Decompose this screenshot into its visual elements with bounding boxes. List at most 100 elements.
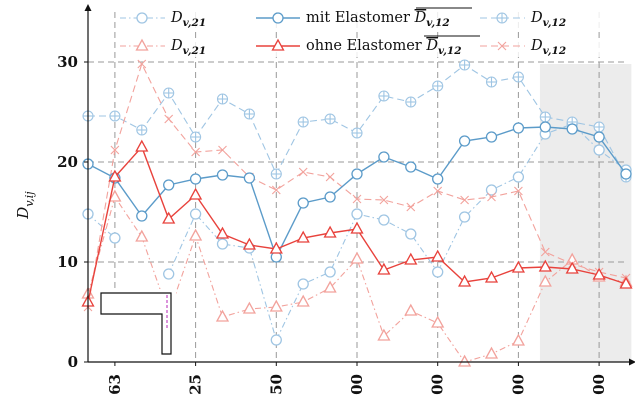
data-point [459, 59, 471, 71]
data-point [351, 208, 363, 220]
data-point [269, 299, 283, 312]
data-point [136, 124, 148, 136]
data-point [432, 266, 444, 278]
shaded-area [539, 64, 632, 362]
legend: Dv,21 mit Elastomer Dv,12 Dv,12 Dv,21 ohne E… [116, 7, 610, 57]
data-point [378, 151, 390, 163]
shaded-region [539, 64, 632, 362]
data-point [216, 238, 229, 250]
data-point [136, 210, 148, 222]
data-point [190, 131, 202, 143]
data-point [432, 173, 444, 185]
y-tick-label: 0 [68, 353, 78, 371]
data-point [431, 249, 445, 262]
data-point [325, 172, 335, 182]
data-point [485, 184, 498, 196]
data-point [324, 113, 336, 125]
data-point [460, 195, 469, 205]
data-point [405, 96, 417, 108]
data-point [433, 186, 443, 196]
legend-label-left: Dv,21 [170, 38, 206, 57]
data-point [405, 228, 417, 240]
data-point [298, 167, 308, 177]
data-point [565, 261, 579, 274]
data-point [350, 221, 364, 234]
data-point [109, 232, 121, 244]
data-point [404, 252, 418, 265]
data-point [404, 303, 418, 316]
data-point [377, 262, 391, 275]
data-point [270, 168, 282, 180]
data-point [539, 121, 551, 133]
legend-label-right: Dv,12 [530, 10, 566, 29]
data-point [215, 226, 230, 239]
data-point [215, 309, 230, 322]
y-tick-label: 10 [57, 253, 78, 271]
data-point [351, 168, 363, 180]
data-point [297, 197, 309, 209]
data-point [485, 76, 498, 88]
data-point [619, 276, 633, 289]
x-tick-label: 00 [509, 374, 527, 395]
data-point [538, 259, 552, 272]
legend-row-ohne: Dv,21 ohne Elastomer Dv,12 Dv,12 [116, 35, 610, 57]
data-point [484, 270, 499, 283]
data-point [270, 334, 282, 346]
data-point [135, 229, 149, 242]
data-point [405, 161, 417, 173]
data-point [511, 260, 525, 273]
data-point [137, 59, 147, 69]
data-point [487, 192, 496, 202]
data-point [458, 211, 471, 223]
data-point [296, 294, 310, 307]
data-point [352, 194, 362, 204]
data-point [323, 280, 337, 293]
data-point [458, 274, 472, 287]
data-point [163, 268, 175, 280]
data-point [512, 122, 525, 134]
data-point [377, 328, 391, 341]
data-point [539, 111, 551, 123]
data-point [271, 185, 281, 195]
data-point [297, 278, 309, 290]
x-tick-label: 63 [106, 374, 124, 395]
legend-bg [116, 11, 610, 29]
data-point [620, 168, 632, 180]
data-point [243, 172, 256, 184]
series-blue_d12 [82, 59, 632, 183]
data-point [512, 171, 525, 183]
tick-labels: 0 10 20 30 63 25 50 00 00 00 00 [57, 53, 608, 395]
data-point [162, 211, 176, 224]
legend-label-middle: ohne Elastomer Dv,12 [306, 38, 462, 57]
legend-marker [496, 12, 508, 24]
legend-marker [272, 12, 284, 24]
legend-bg [116, 39, 610, 57]
data-point [189, 187, 203, 200]
legend-marker [271, 38, 285, 51]
data-point [378, 214, 390, 226]
data-point [592, 267, 606, 280]
l-bracket-cross-section-icon [98, 289, 176, 361]
data-point [191, 147, 200, 157]
inset-bracket [100, 292, 172, 355]
data-point [323, 225, 337, 238]
legend-row-mit: Dv,21 mit Elastomer Dv,12 Dv,12 [116, 7, 610, 29]
legend-marker [136, 12, 148, 24]
y-tick-label: 30 [57, 53, 78, 71]
data-point [566, 123, 578, 135]
data-point [379, 195, 389, 205]
series-line [87, 195, 627, 363]
x-tick-label: 00 [348, 374, 366, 395]
x-tick-label: 25 [187, 374, 205, 395]
data-point [458, 135, 471, 147]
legend-label-middle: mit Elastomer Dv,12 [306, 10, 450, 29]
data-point [324, 266, 336, 278]
data-point [432, 80, 444, 92]
x-tick-label: 00 [590, 374, 608, 395]
data-point [108, 169, 122, 182]
data-point [218, 145, 227, 155]
data-point [458, 354, 472, 367]
data-point [189, 173, 202, 185]
legend-label-left: Dv,21 [170, 10, 206, 29]
